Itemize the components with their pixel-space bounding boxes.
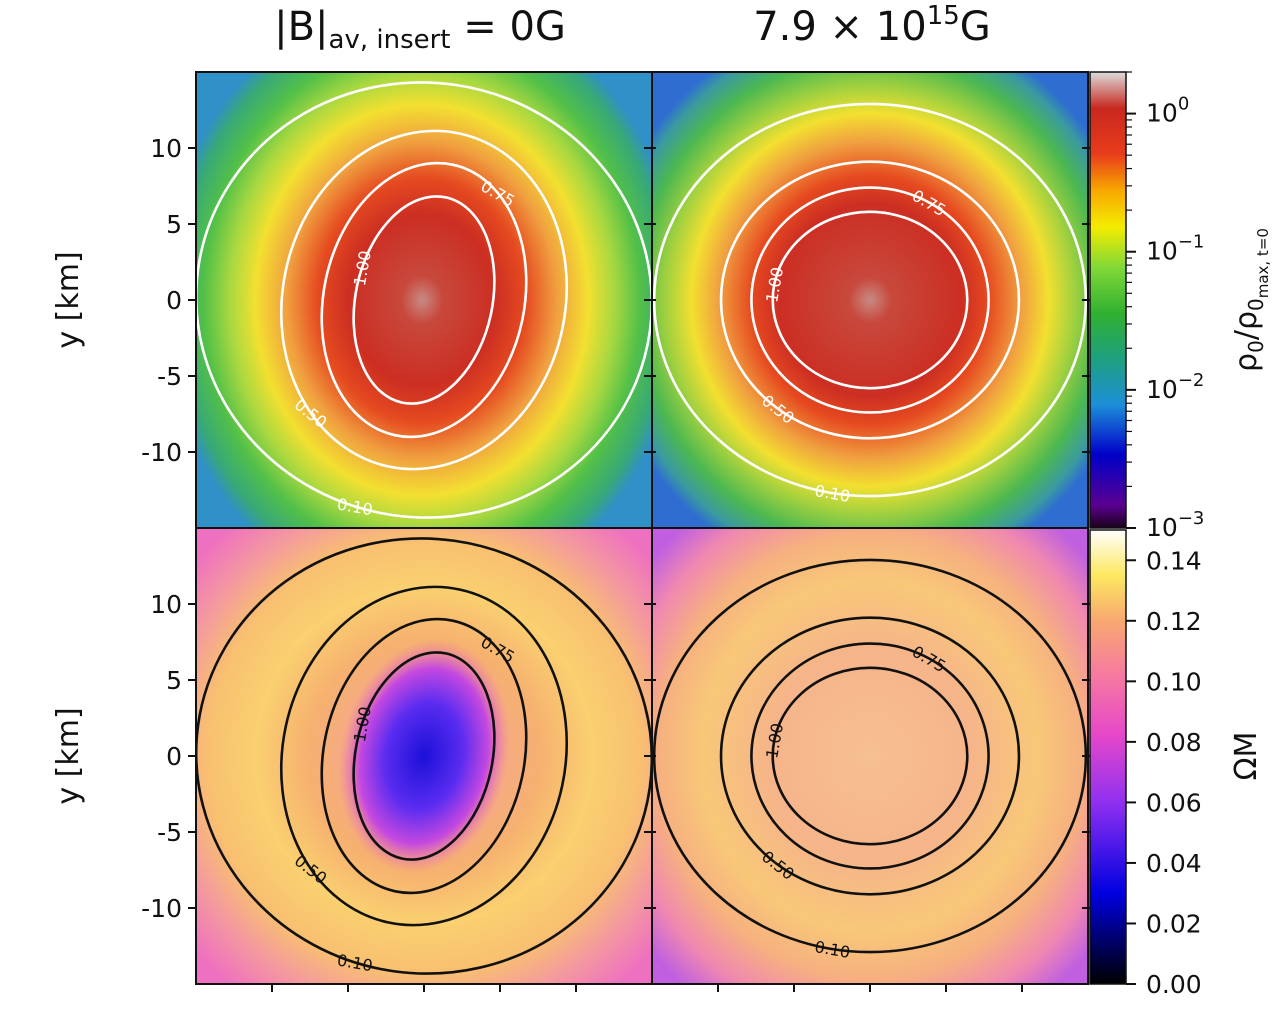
- panel-density-right: 0.100.500.751.00: [652, 72, 1088, 528]
- y-tick-label: 0: [166, 742, 182, 771]
- colorbar-omega-ticks: 0.14 0.12 0.10 0.08 0.06 0.04 0.02 0.00: [1126, 546, 1202, 999]
- cb-density-tick-label: 10−2: [1146, 370, 1204, 404]
- axes-ticks: 10 5 0 -5 -10 10 5 0 -5 -10: [141, 134, 1092, 992]
- y-tick-label: 5: [166, 666, 182, 695]
- y-tick-label: 5: [166, 210, 182, 239]
- density-left-field: [196, 72, 652, 528]
- cb-omega-tick-label: 0.04: [1146, 849, 1202, 878]
- contour-1-00: [771, 666, 969, 846]
- colorbar-density: 100 10−1 10−2 10−3 ρ0/ρ0max, t=0: [1089, 71, 1272, 542]
- contour-0-75: [750, 186, 990, 414]
- ylabel-bottom: y [km]: [51, 707, 86, 804]
- cb-omega-tick-label: 0.10: [1146, 667, 1202, 696]
- colorbar-density-bar: [1089, 71, 1127, 529]
- contour-1-00: [771, 210, 969, 390]
- contour-0-75: [320, 161, 528, 439]
- colorbar-omega-bar: [1089, 529, 1127, 985]
- title-right: 7.9 × 1015G: [753, 1, 991, 50]
- title-left: |B|av, insert = 0G: [274, 4, 566, 55]
- cb-omega-tick-label: 0.12: [1146, 607, 1202, 636]
- contour-0-50: [279, 129, 569, 471]
- cb-density-tick-label: 100: [1146, 94, 1189, 128]
- contour-0-75: [320, 617, 528, 895]
- colorbar-density-ticks: 100 10−1 10−2 10−3: [1126, 71, 1204, 542]
- density-left-contours: 0.100.500.751.00: [196, 81, 652, 519]
- contour-1-00: [352, 195, 496, 405]
- contour-0-75: [750, 642, 990, 870]
- contour-0-50: [279, 585, 569, 927]
- y-tick-label: 10: [150, 590, 182, 619]
- cb-density-tick-label: 10−3: [1146, 508, 1204, 542]
- colorbar-omega: 0.14 0.12 0.10 0.08 0.06 0.04 0.02 0.00 ΩM: [1089, 529, 1264, 999]
- y-tick-label: 0: [166, 286, 182, 315]
- y-tick-label: -5: [157, 818, 182, 847]
- contour-0-50: [719, 160, 1021, 440]
- colorbar-omega-label: ΩM: [1229, 732, 1264, 781]
- panel-omega-left: 0.100.500.751.00: [196, 528, 652, 984]
- cb-omega-tick-label: 0.02: [1146, 909, 1202, 938]
- y-tick-label: -10: [141, 438, 182, 467]
- omega-left-core: [338, 639, 510, 873]
- y-tick-label: -5: [157, 362, 182, 391]
- cb-omega-tick-label: 0.06: [1146, 788, 1202, 817]
- cb-omega-tick-label: 0.00: [1146, 970, 1202, 999]
- cb-omega-tick-label: 0.08: [1146, 728, 1202, 757]
- colorbar-density-label: ρ0/ρ0max, t=0: [1229, 228, 1272, 372]
- cb-density-tick-label: 10−1: [1146, 232, 1204, 266]
- density-right-field: [652, 72, 1088, 528]
- panel-density-left: 0.100.500.751.00: [196, 72, 652, 528]
- y-tick-label: -10: [141, 894, 182, 923]
- contour-0-10: [196, 81, 652, 519]
- panel-omega-right: 0.100.500.751.00: [652, 528, 1088, 984]
- cb-omega-tick-label: 0.14: [1146, 546, 1202, 575]
- y-tick-label: 10: [150, 134, 182, 163]
- contour-0-10: [196, 537, 652, 975]
- omega-right-field: [652, 528, 1088, 984]
- ylabel-top: y [km]: [51, 251, 86, 348]
- contour-0-50: [719, 616, 1021, 896]
- contour-1-00: [352, 651, 496, 861]
